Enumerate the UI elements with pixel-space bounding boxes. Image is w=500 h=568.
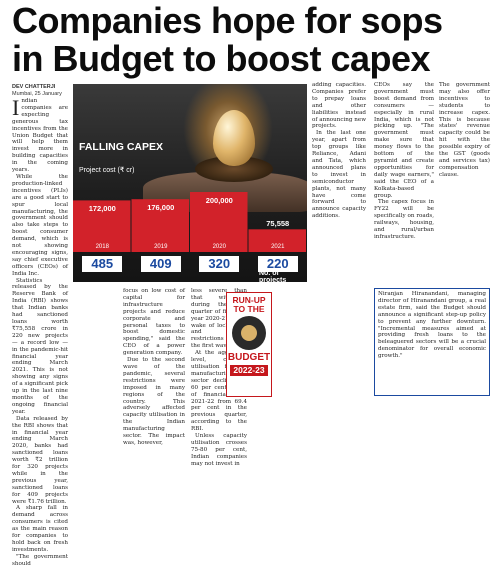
article-paragraph: adding capacities. Companies prefer to p… [312,82,366,130]
byline-place: Mumbai, 25 January [12,91,62,97]
category-label-2019: 2019 [154,244,168,250]
project-count-2018: 485 [82,256,123,272]
value-label-2018: 172,000 [88,204,116,214]
headline-line-1: Companies hope for sops [12,0,443,41]
article-paragraph: In the last one year, apart from top gro… [312,130,366,220]
category-label-2018: 2018 [95,244,109,250]
chart-subtitle: Project cost (₹ cr) [79,167,135,174]
project-count-label: No. of projects [259,270,287,282]
article-paragraph: focus on low cost of capital for infrast… [123,288,185,357]
article-paragraph: Unless capacity utilisation crosses 75-8… [191,433,247,467]
drop-cap: I [12,95,20,120]
article-paragraph: A sharp fall in demand across consumers … [12,505,68,553]
byline-author: DEV CHATTERJI [12,84,56,90]
article-paragraph: Data released by the RBI shows that in f… [12,415,68,505]
value-label-2019: 176,000 [147,203,175,213]
article-paragraph: less severe than that witnessed during t… [191,288,247,350]
runup-title: RUN-UP TO THE [232,295,266,314]
paragraph-text: ndian companies are expecting generous t… [12,98,68,174]
article-column-2: focus on low cost of capital for infrast… [123,288,185,447]
category-label-2021: 2021 [271,244,285,250]
quote-text: Niranjan Hiranandani, managing director … [378,291,486,360]
article-paragraph: The government may also offer incentives… [439,82,490,178]
runup-budget-badge: RUN-UP TO THE BUDGET 2022-23 [226,292,272,397]
article-paragraph: CEOs say the government must boost deman… [374,82,434,199]
quote-box: Niranjan Hiranandani, managing director … [374,288,490,396]
headline-line-2: in Budget to boost capex [12,38,431,79]
chart-title: FALLING CAPEX [79,141,164,153]
chart-photo-egg [213,110,255,166]
budget-emblem-icon [232,316,266,350]
project-count-2019: 409 [140,256,181,272]
article-column-4: adding capacities. Companies prefer to p… [312,82,366,220]
bar-2019 [131,199,189,252]
bar-2018 [73,200,131,252]
bar-2021 [248,229,306,252]
project-count-2020: 320 [199,256,240,272]
article-paragraph: The capex focus in FY22 will be specific… [374,199,434,240]
byline: DEV CHATTERJI Mumbai, 25 January [12,84,62,98]
article-column-6: The government may also offer incentives… [439,82,490,179]
article-column-5: CEOs say the government must boost deman… [374,82,434,241]
article-paragraph: Statistics released by the Reserve Bank … [12,277,68,415]
category-label-2020: 2020 [212,244,226,250]
chart-plot [73,192,306,252]
article-paragraph: While the production-linked incentives (… [12,173,68,277]
value-label-2021: 75,558 [266,219,290,229]
project-count-2021: 220 [257,256,298,272]
article-paragraph: "The government should [12,553,68,567]
article-paragraph: Due to the second wave of the pandemic, … [123,357,185,446]
runup-budget: BUDGET [227,352,271,363]
value-label-2020: 200,000 [205,196,233,205]
headline: Companies hope for sops in Budget to boo… [12,2,488,78]
runup-year: 2022-23 [230,365,268,376]
bar-2020 [190,192,248,252]
capex-chart: FALLING CAPEX Project cost (₹ cr) 172,00… [73,84,307,282]
